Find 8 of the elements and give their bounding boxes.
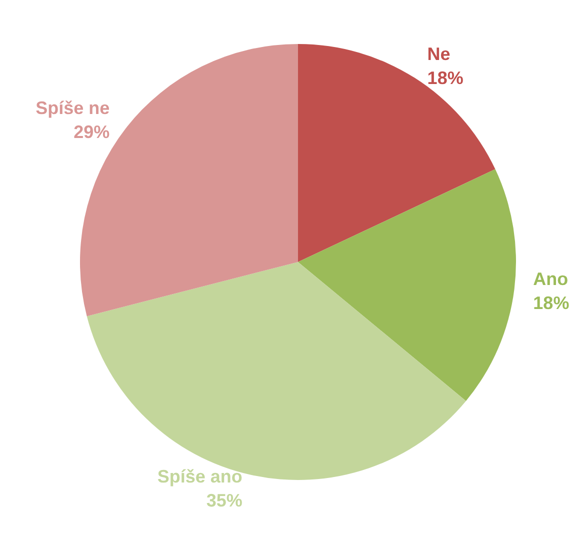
data-label: 35% xyxy=(206,490,242,510)
slice-label: Ano xyxy=(533,269,568,290)
data-label: 18% xyxy=(533,293,570,314)
data-label: 29% xyxy=(74,122,110,142)
slice-label: Ne xyxy=(427,44,450,64)
data-label: 18% xyxy=(427,68,464,88)
slice-label: Spíše ano xyxy=(157,466,242,486)
slice-label: Spíše ne xyxy=(36,98,110,118)
